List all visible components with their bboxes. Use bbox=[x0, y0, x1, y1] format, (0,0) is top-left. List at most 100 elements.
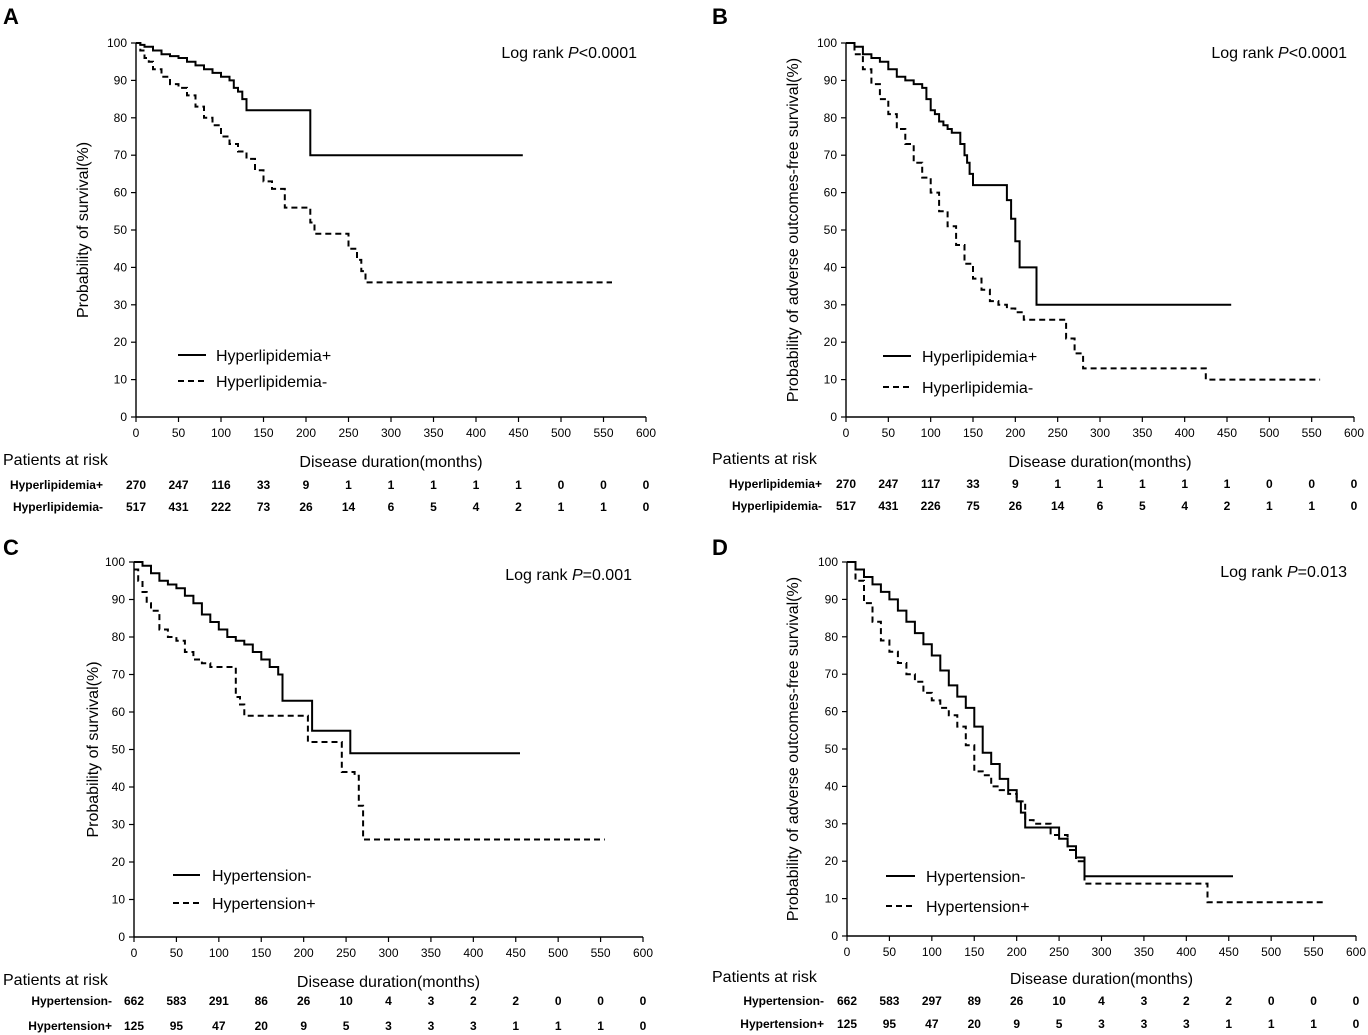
risk-count: 1 bbox=[597, 1019, 604, 1033]
risk-count: 3 bbox=[470, 1019, 477, 1033]
risk-count: 1 bbox=[600, 500, 607, 514]
risk-row-name: Hypertension- bbox=[31, 994, 112, 1008]
risk-count: 26 bbox=[1009, 499, 1023, 513]
y-tick-label: 80 bbox=[825, 630, 839, 644]
risk-count: 3 bbox=[1141, 1017, 1148, 1031]
risk-count: 0 bbox=[600, 478, 607, 492]
x-tick-label: 50 bbox=[882, 426, 896, 440]
risk-count: 270 bbox=[126, 478, 146, 492]
risk-count: 9 bbox=[303, 478, 310, 492]
y-tick-label: 20 bbox=[114, 335, 128, 349]
x-tick-label: 400 bbox=[1175, 426, 1195, 440]
risk-count: 75 bbox=[966, 499, 980, 513]
x-tick-label: 450 bbox=[1219, 945, 1239, 959]
y-tick-label: 70 bbox=[112, 668, 126, 682]
risk-count: 0 bbox=[1268, 994, 1275, 1008]
risk-count: 6 bbox=[1097, 499, 1104, 513]
risk-count: 1 bbox=[473, 478, 480, 492]
x-tick-label: 50 bbox=[170, 946, 184, 960]
risk-count: 222 bbox=[211, 500, 231, 514]
risk-row-name: Hyperlipidemia- bbox=[732, 499, 822, 513]
risk-count: 3 bbox=[1098, 1017, 1105, 1031]
risk-row-name: Hypertension+ bbox=[28, 1019, 112, 1033]
risk-count: 125 bbox=[837, 1017, 857, 1031]
y-tick-label: 90 bbox=[825, 592, 839, 606]
x-tick-label: 100 bbox=[921, 426, 941, 440]
risk-count: 89 bbox=[968, 994, 982, 1008]
risk-count: 1 bbox=[1266, 499, 1273, 513]
y-tick-label: 10 bbox=[112, 893, 126, 907]
x-tick-label: 50 bbox=[883, 945, 897, 959]
x-tick-label: 500 bbox=[548, 946, 568, 960]
risk-count: 517 bbox=[836, 499, 856, 513]
y-axis-title: Probability of adverse outcomes-free sur… bbox=[785, 577, 802, 921]
risk-count: 431 bbox=[878, 499, 898, 513]
x-tick-label: 400 bbox=[463, 946, 483, 960]
x-tick-label: 300 bbox=[381, 426, 401, 440]
x-tick-label: 600 bbox=[636, 426, 656, 440]
y-tick-label: 60 bbox=[825, 705, 839, 719]
y-tick-label: 90 bbox=[114, 73, 128, 87]
y-tick-label: 100 bbox=[107, 36, 127, 50]
risk-count: 0 bbox=[555, 994, 562, 1008]
risk-count: 20 bbox=[255, 1019, 269, 1033]
y-tick-label: 60 bbox=[112, 705, 126, 719]
x-tick-label: 350 bbox=[1132, 426, 1152, 440]
risk-count: 4 bbox=[1181, 499, 1188, 513]
y-tick-label: 50 bbox=[825, 742, 839, 756]
y-tick-label: 0 bbox=[120, 410, 127, 424]
risk-count: 2 bbox=[1183, 994, 1190, 1008]
risk-count: 5 bbox=[343, 1019, 350, 1033]
risk-count: 95 bbox=[170, 1019, 184, 1033]
x-tick-label: 250 bbox=[338, 426, 358, 440]
risk-count: 1 bbox=[1225, 1017, 1232, 1031]
y-tick-label: 60 bbox=[114, 186, 128, 200]
legend-label: Hypertension+ bbox=[212, 896, 316, 913]
risk-count: 1 bbox=[430, 478, 437, 492]
x-tick-label: 550 bbox=[1302, 426, 1322, 440]
risk-table-title: Patients at risk bbox=[712, 969, 818, 986]
risk-row-name: Hypertension- bbox=[743, 994, 824, 1008]
km-curve-hypertension-neg bbox=[134, 561, 520, 755]
log-rank-annotation: Log rank P=0.001 bbox=[505, 567, 632, 584]
risk-table-title: Patients at risk bbox=[3, 452, 109, 469]
km-curve-hyperlipidemia-pos bbox=[136, 42, 523, 157]
x-tick-label: 100 bbox=[209, 946, 229, 960]
risk-count: 26 bbox=[299, 500, 313, 514]
x-tick-label: 150 bbox=[964, 945, 984, 959]
risk-count: 10 bbox=[1052, 994, 1066, 1008]
risk-count: 1 bbox=[558, 500, 565, 514]
risk-count: 86 bbox=[255, 994, 269, 1008]
x-tick-label: 400 bbox=[1176, 945, 1196, 959]
log-rank-annotation: Log rank P<0.0001 bbox=[501, 45, 637, 62]
y-tick-label: 70 bbox=[114, 148, 128, 162]
y-tick-label: 0 bbox=[830, 410, 837, 424]
risk-count: 3 bbox=[428, 994, 435, 1008]
risk-count: 2 bbox=[512, 994, 519, 1008]
x-tick-label: 300 bbox=[378, 946, 398, 960]
legend-label: Hypertension- bbox=[926, 869, 1026, 886]
risk-count: 297 bbox=[922, 994, 942, 1008]
x-tick-label: 200 bbox=[1007, 945, 1027, 959]
risk-count: 26 bbox=[297, 994, 311, 1008]
x-tick-label: 450 bbox=[1217, 426, 1237, 440]
x-tick-label: 300 bbox=[1091, 945, 1111, 959]
km-curve-hypertension-neg bbox=[847, 561, 1233, 878]
y-tick-label: 60 bbox=[824, 186, 838, 200]
x-tick-label: 500 bbox=[551, 426, 571, 440]
risk-count: 0 bbox=[643, 500, 650, 514]
legend-label: Hyperlipidemia+ bbox=[922, 349, 1037, 366]
risk-count: 117 bbox=[921, 477, 941, 491]
km-curve-hypertension-pos bbox=[134, 568, 605, 841]
risk-count: 226 bbox=[921, 499, 941, 513]
x-tick-label: 250 bbox=[1049, 945, 1069, 959]
y-tick-label: 10 bbox=[114, 373, 128, 387]
y-tick-label: 30 bbox=[114, 298, 128, 312]
x-tick-label: 150 bbox=[253, 426, 273, 440]
y-tick-label: 100 bbox=[105, 555, 125, 569]
risk-count: 9 bbox=[1012, 477, 1019, 491]
legend-label: Hypertension- bbox=[212, 868, 312, 885]
risk-row-name: Hyperlipidemia- bbox=[13, 500, 103, 514]
